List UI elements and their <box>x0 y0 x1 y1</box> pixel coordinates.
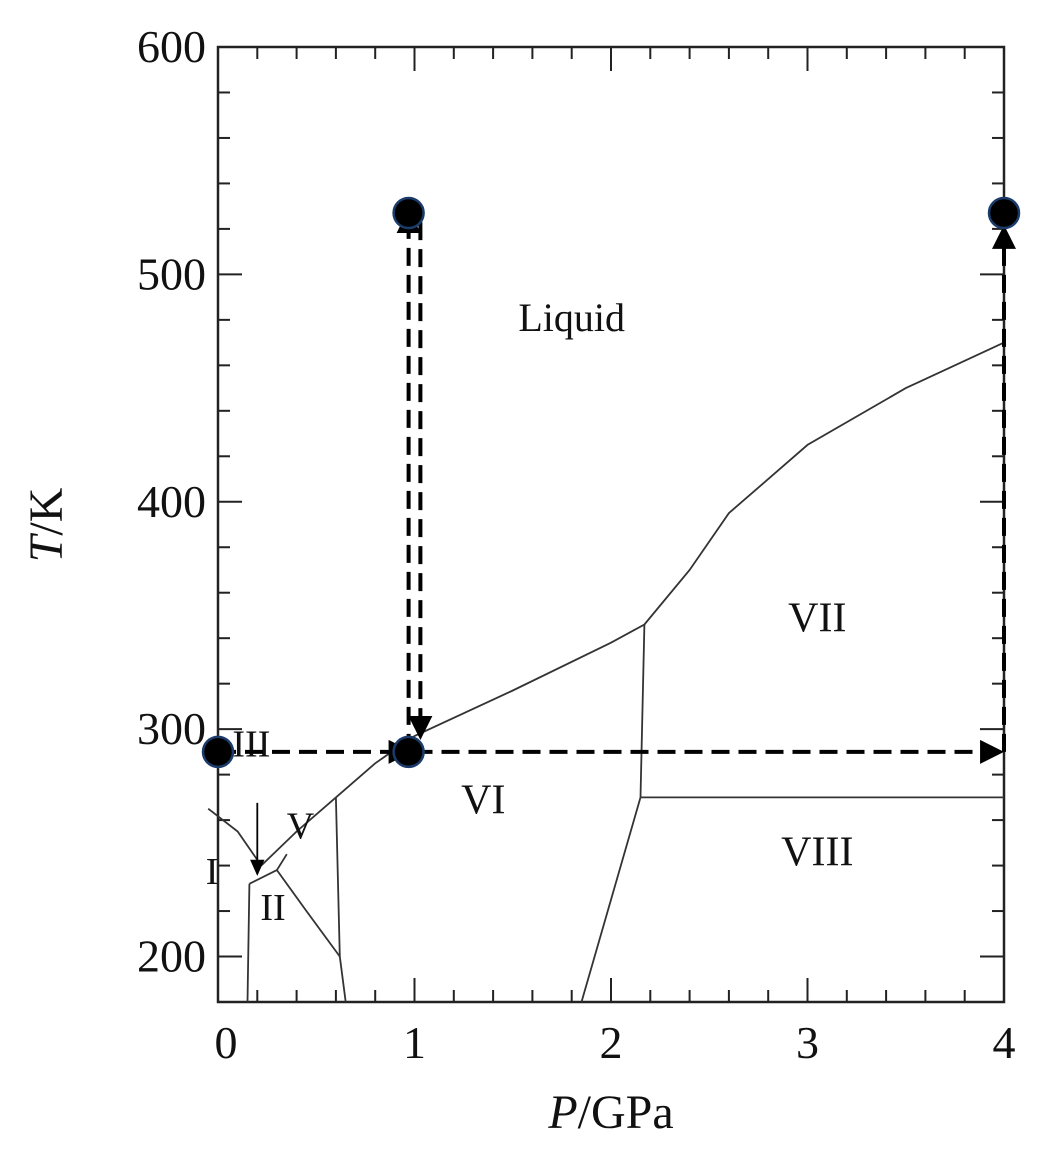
state-point <box>201 735 235 769</box>
y-tick-label: 400 <box>137 476 206 527</box>
y-axis-label: T/K <box>20 487 73 562</box>
state-point <box>987 196 1021 230</box>
x-tick-label: 0 <box>215 1017 238 1068</box>
x-tick-label: 4 <box>993 1017 1016 1068</box>
y-tick-label: 600 <box>137 21 206 72</box>
phase-boundaries <box>207 341 1005 1003</box>
y-tick-label: 500 <box>137 248 206 299</box>
region-label: VII <box>788 595 846 641</box>
region-label: V <box>287 805 315 847</box>
phase-boundary-I-II <box>246 883 251 1003</box>
phase-boundary-V-VI <box>335 797 347 1003</box>
phase-boundary-melting <box>335 341 1005 799</box>
region-label: II <box>260 887 285 929</box>
y-axis-ticks: 200 300 400 500 600 <box>137 21 1004 982</box>
y-tick-label: 300 <box>137 703 206 754</box>
x-axis-ticks: 0 1 2 3 4 <box>215 47 1016 1068</box>
phase-boundary-III-V <box>260 796 337 867</box>
region-label: VIII <box>781 830 853 876</box>
x-axis-label: P/GPa <box>547 1086 673 1139</box>
phase-boundary-VI-VII <box>639 624 646 798</box>
state-point <box>392 735 425 769</box>
x-tick-label: 3 <box>796 1017 819 1068</box>
phase-boundary-VI-VIII <box>580 797 642 1003</box>
x-tick-label: 1 <box>403 1017 426 1068</box>
state-points <box>201 196 1021 769</box>
region-label: Liquid <box>518 295 625 340</box>
x-tick-label: 2 <box>600 1017 623 1068</box>
process-paths <box>218 208 1016 764</box>
region-label: VI <box>461 777 505 823</box>
y-tick-label: 200 <box>137 931 206 982</box>
phase-boundary-II-V <box>276 869 341 958</box>
region-label: III <box>232 723 270 765</box>
plot-frame <box>216 45 1006 1004</box>
region-label: I <box>206 851 219 893</box>
state-point <box>392 196 425 230</box>
